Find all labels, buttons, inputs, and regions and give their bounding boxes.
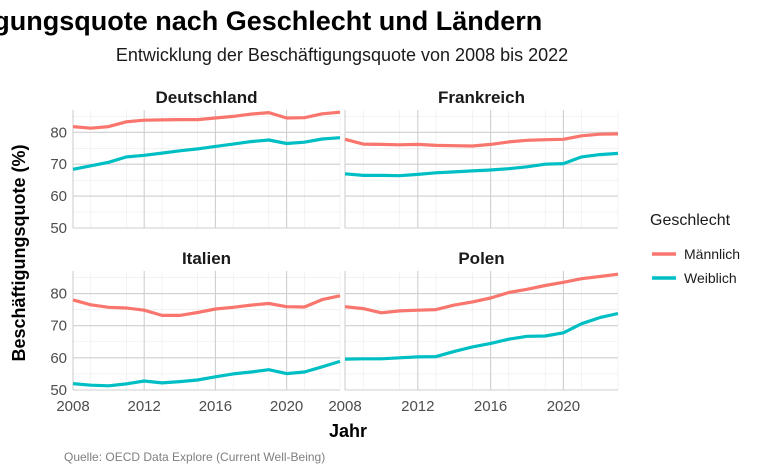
panel-background xyxy=(73,271,340,390)
series-line-polen-weiblich xyxy=(344,311,619,361)
series-line-frankreich-weiblich xyxy=(344,151,619,178)
y-axis-title: Beschäftigungsquote (%) xyxy=(9,144,29,361)
series-line-italien-weiblich xyxy=(72,359,341,388)
y-tick-label: 50 xyxy=(50,220,67,237)
x-tick-label: 2016 xyxy=(474,398,507,415)
chart-title: Beschäftigungsquote nach Geschlecht und … xyxy=(0,6,542,36)
facet-panels: Deutschland 50 60 70 80 Frankreich Italien 50 60… xyxy=(50,88,619,415)
x-tick-label: 2016 xyxy=(199,398,232,415)
chart-subtitle: Entwicklung der Beschäftigungsquote von … xyxy=(116,45,568,65)
legend-item-maennlich: Männlich xyxy=(652,246,740,262)
legend-label: Weiblich xyxy=(684,270,737,286)
x-axis-title: Jahr xyxy=(329,421,367,441)
x-tick-label: 2020 xyxy=(547,398,580,415)
panel-italien: Italien 50 60 70 80 2008 2012 2016 2020 xyxy=(50,249,341,415)
facet-label-polen: Polen xyxy=(458,249,504,268)
legend-item-weiblich: Weiblich xyxy=(652,270,737,286)
y-tick-label: 70 xyxy=(50,318,67,335)
legend-title: Geschlecht xyxy=(650,212,731,229)
facet-label-italien: Italien xyxy=(182,249,231,268)
series-line-deutschland-weiblich xyxy=(72,136,341,171)
series-line-polen-maennlich xyxy=(344,272,619,315)
legend: Geschlecht Männlich Weiblich xyxy=(650,212,740,286)
y-tick-label: 80 xyxy=(50,286,67,303)
chart-caption: Quelle: OECD Data Explore (Current Well-… xyxy=(64,450,325,464)
panel-frankreich: Frankreich xyxy=(344,88,619,229)
panel-background xyxy=(73,110,340,228)
series-line-deutschland-maennlich xyxy=(72,110,341,130)
y-tick-label: 70 xyxy=(50,156,67,173)
panel-background xyxy=(345,271,618,390)
series-line-italien-maennlich xyxy=(72,294,341,317)
y-tick-label: 80 xyxy=(50,124,67,141)
y-tick-label: 50 xyxy=(50,382,67,399)
facet-label-frankreich: Frankreich xyxy=(438,88,525,107)
panel-deutschland: Deutschland 50 60 70 80 xyxy=(50,88,341,237)
x-tick-label: 2008 xyxy=(56,398,89,415)
series-line-frankreich-maennlich xyxy=(344,132,619,148)
y-tick-label: 60 xyxy=(50,350,67,367)
panel-polen: Polen 2008 2012 2016 2020 xyxy=(328,249,619,415)
legend-label: Männlich xyxy=(684,246,740,262)
x-tick-label: 2012 xyxy=(128,398,161,415)
x-tick-label: 2008 xyxy=(328,398,361,415)
facet-label-deutschland: Deutschland xyxy=(155,88,257,107)
y-tick-label: 60 xyxy=(50,188,67,205)
x-tick-label: 2012 xyxy=(401,398,434,415)
x-tick-label: 2020 xyxy=(270,398,303,415)
